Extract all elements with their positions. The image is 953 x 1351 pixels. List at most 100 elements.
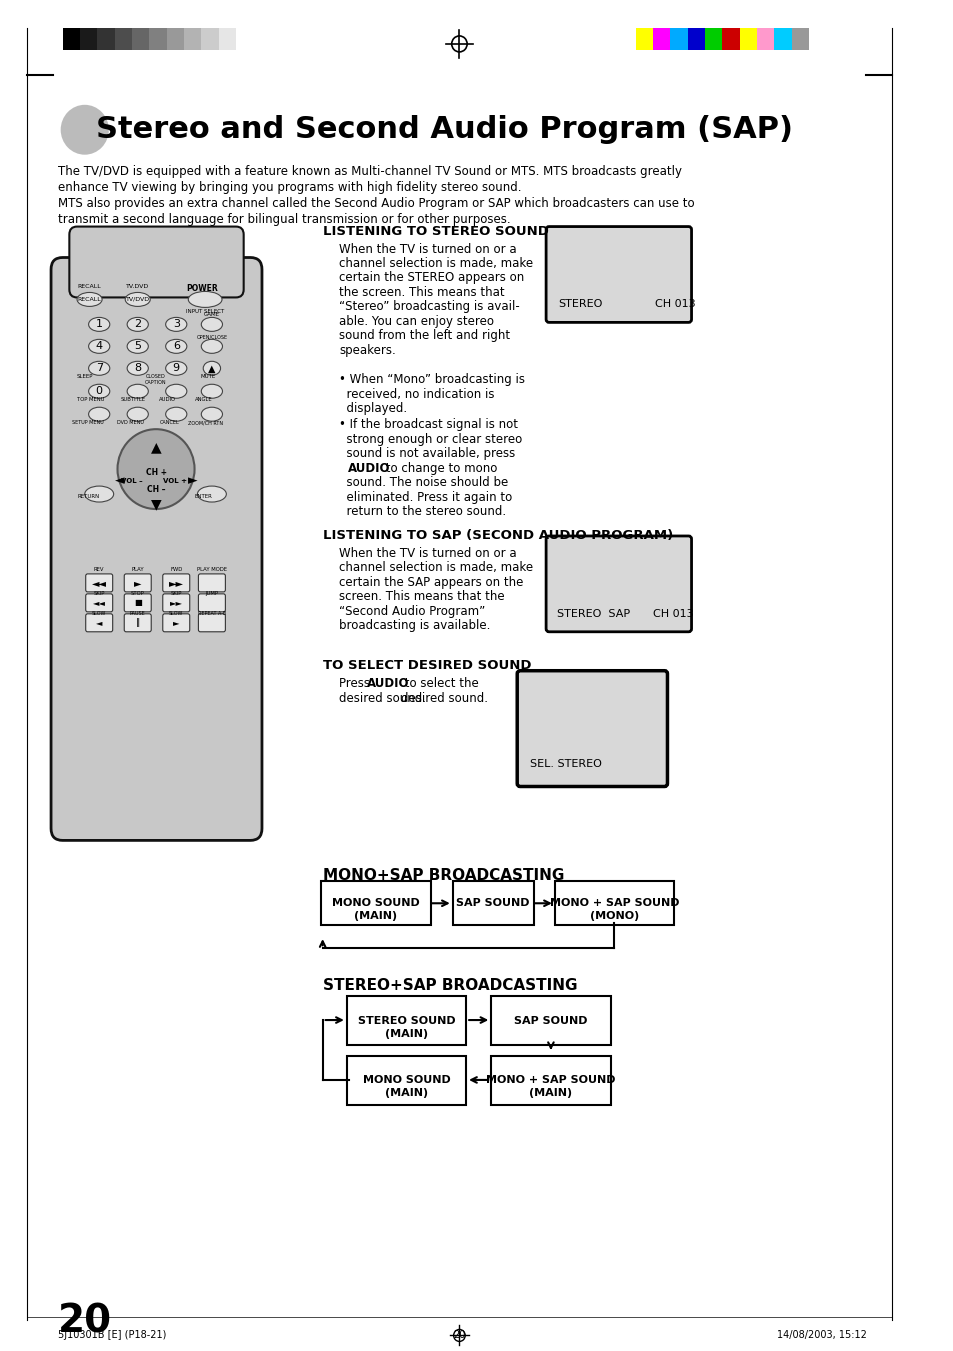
- FancyBboxPatch shape: [86, 594, 112, 612]
- Text: CANCEL: CANCEL: [160, 420, 179, 426]
- Text: SKIP: SKIP: [171, 590, 182, 596]
- Ellipse shape: [203, 361, 220, 376]
- Text: PLAY: PLAY: [132, 567, 144, 571]
- Ellipse shape: [89, 407, 110, 422]
- FancyBboxPatch shape: [124, 574, 152, 592]
- Text: 3: 3: [172, 319, 179, 330]
- Text: the screen. This means that: the screen. This means that: [338, 286, 504, 299]
- Text: “Second Audio Program”: “Second Audio Program”: [338, 605, 485, 617]
- Text: SLOW: SLOW: [169, 611, 183, 616]
- Text: LISTENING TO STEREO SOUND: LISTENING TO STEREO SOUND: [322, 224, 548, 238]
- Bar: [653, 28, 670, 50]
- Text: return to the stereo sound.: return to the stereo sound.: [338, 505, 506, 517]
- FancyBboxPatch shape: [545, 536, 691, 632]
- Bar: [132, 28, 149, 50]
- Text: ■: ■: [133, 598, 141, 608]
- Text: • If the broadcast signal is not: • If the broadcast signal is not: [338, 419, 517, 431]
- Text: sound. The noise should be: sound. The noise should be: [338, 476, 508, 489]
- Bar: [635, 28, 653, 50]
- Ellipse shape: [201, 407, 222, 422]
- Ellipse shape: [77, 292, 102, 307]
- Ellipse shape: [89, 339, 110, 354]
- Text: 1: 1: [95, 319, 103, 330]
- Text: MONO + SAP SOUND
(MAIN): MONO + SAP SOUND (MAIN): [486, 1075, 615, 1098]
- Text: RECALL: RECALL: [77, 297, 101, 301]
- Text: REV: REV: [93, 567, 104, 571]
- Text: MONO+SAP BROADCASTING: MONO+SAP BROADCASTING: [322, 869, 563, 884]
- Text: 8: 8: [134, 363, 141, 373]
- Ellipse shape: [166, 384, 187, 399]
- Ellipse shape: [166, 407, 187, 422]
- FancyBboxPatch shape: [517, 670, 667, 786]
- Ellipse shape: [89, 361, 110, 376]
- Text: ►: ►: [133, 578, 141, 588]
- Text: JUMP: JUMP: [205, 590, 218, 596]
- Text: strong enough or clear stereo: strong enough or clear stereo: [338, 432, 521, 446]
- Ellipse shape: [127, 339, 148, 354]
- Bar: [167, 28, 184, 50]
- Text: transmit a second language for bilingual transmission or for other purposes.: transmit a second language for bilingual…: [58, 212, 510, 226]
- Ellipse shape: [127, 384, 148, 399]
- Text: LISTENING TO SAP (SECOND AUDIO PROGRAM): LISTENING TO SAP (SECOND AUDIO PROGRAM): [322, 530, 672, 542]
- Text: ZOOM/CH RTN: ZOOM/CH RTN: [188, 420, 223, 426]
- Bar: [218, 28, 235, 50]
- FancyBboxPatch shape: [163, 594, 190, 612]
- Text: TV/DVD: TV/DVD: [126, 297, 150, 301]
- Text: TV.DVD: TV.DVD: [126, 285, 150, 289]
- Text: 9: 9: [172, 363, 179, 373]
- Text: channel selection is made, make: channel selection is made, make: [338, 257, 533, 270]
- Text: “Stereo” broadcasting is avail-: “Stereo” broadcasting is avail-: [338, 300, 519, 313]
- Text: 0: 0: [95, 386, 103, 396]
- Text: TOP MENU: TOP MENU: [77, 397, 105, 403]
- Text: ►: ►: [172, 619, 179, 627]
- Bar: [739, 28, 757, 50]
- FancyBboxPatch shape: [198, 574, 225, 592]
- FancyBboxPatch shape: [51, 258, 262, 840]
- Text: VOL +: VOL +: [163, 478, 187, 484]
- Text: 7: 7: [95, 363, 103, 373]
- Text: STEREO  SAP: STEREO SAP: [557, 609, 629, 619]
- Text: RECALL: RECALL: [77, 285, 101, 289]
- Bar: [201, 28, 218, 50]
- Text: CH 013: CH 013: [653, 609, 693, 619]
- Ellipse shape: [201, 339, 222, 354]
- Bar: [704, 28, 721, 50]
- Text: ◄◄: ◄◄: [92, 598, 106, 608]
- Bar: [97, 28, 114, 50]
- Text: SAP SOUND: SAP SOUND: [514, 1016, 587, 1025]
- Text: STEREO SOUND
(MAIN): STEREO SOUND (MAIN): [357, 1016, 455, 1039]
- Text: OPEN/CLOSE: OPEN/CLOSE: [196, 334, 227, 339]
- Text: SLEEP: SLEEP: [77, 374, 93, 380]
- FancyBboxPatch shape: [124, 613, 152, 632]
- Text: STEREO+SAP BROADCASTING: STEREO+SAP BROADCASTING: [322, 978, 577, 993]
- Text: ◄◄: ◄◄: [91, 578, 107, 588]
- Text: GAME: GAME: [204, 312, 219, 317]
- Text: The TV/DVD is equipped with a feature known as Multi-channel TV Sound or MTS. MT: The TV/DVD is equipped with a feature kn…: [58, 165, 681, 178]
- FancyBboxPatch shape: [545, 227, 691, 323]
- FancyBboxPatch shape: [198, 613, 225, 632]
- Ellipse shape: [85, 486, 113, 503]
- Ellipse shape: [201, 384, 222, 399]
- Text: INPUT SELECT: INPUT SELECT: [186, 309, 224, 315]
- Bar: [774, 28, 791, 50]
- Text: PLAY MODE: PLAY MODE: [196, 567, 227, 571]
- Text: 5J10301B [E] (P18-21): 5J10301B [E] (P18-21): [58, 1331, 166, 1340]
- Text: eliminated. Press it again to: eliminated. Press it again to: [338, 490, 512, 504]
- Text: to change to mono: to change to mono: [381, 462, 497, 474]
- FancyBboxPatch shape: [346, 1056, 466, 1105]
- Ellipse shape: [127, 407, 148, 422]
- Bar: [184, 28, 201, 50]
- Text: MUTE: MUTE: [200, 374, 215, 380]
- Ellipse shape: [166, 361, 187, 376]
- Text: ENTER: ENTER: [193, 494, 212, 499]
- Text: sound from the left and right: sound from the left and right: [338, 330, 510, 342]
- Text: 20: 20: [453, 1331, 465, 1340]
- Bar: [721, 28, 739, 50]
- Text: CLOSED
CAPTION: CLOSED CAPTION: [145, 374, 167, 385]
- Text: When the TV is turned on or a: When the TV is turned on or a: [338, 547, 517, 559]
- Text: SAP SOUND: SAP SOUND: [456, 898, 529, 908]
- FancyBboxPatch shape: [86, 574, 112, 592]
- FancyBboxPatch shape: [555, 881, 674, 925]
- Ellipse shape: [197, 486, 226, 503]
- Text: received, no indication is: received, no indication is: [338, 388, 494, 401]
